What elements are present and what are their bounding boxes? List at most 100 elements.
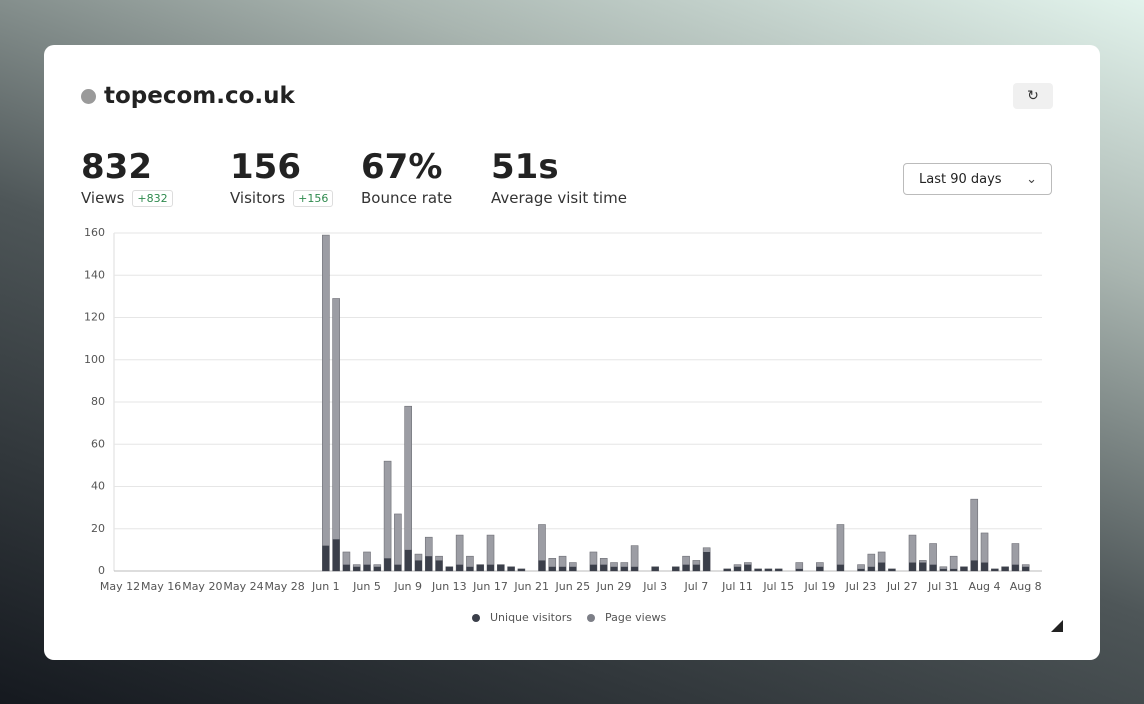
stat: 51s Average visit time (491, 147, 627, 207)
range-text: Last 90 days (919, 172, 1002, 187)
site-title: topecom.co.uk (81, 83, 295, 109)
bar (487, 564, 495, 571)
y-tick-label: 120 (84, 311, 105, 324)
chevron: ⌄ (1026, 172, 1037, 187)
bar (672, 566, 680, 571)
site-icon (81, 88, 96, 104)
bar (919, 562, 927, 571)
stat-change: +156 (293, 189, 334, 207)
x-tick-label: May 24 (223, 580, 263, 593)
bar (569, 566, 577, 571)
stat: 156 Visitors +156 (230, 147, 334, 207)
stat-label: Average visit time (491, 189, 627, 207)
bar (939, 568, 947, 571)
bar (353, 566, 361, 571)
x-tick-label: Jul 11 (721, 580, 753, 593)
x-tick-label: Jun 21 (513, 580, 549, 593)
resize-handle (1051, 620, 1063, 632)
bar (497, 564, 505, 571)
bar (445, 566, 453, 571)
bar (836, 564, 844, 571)
bar (476, 564, 484, 571)
x-tick-label: May 12 (100, 580, 140, 593)
bar (332, 539, 340, 571)
bar (991, 568, 999, 571)
bar (795, 568, 803, 571)
stat-label-row: Average visit time (491, 189, 627, 207)
bar (1022, 566, 1030, 571)
x-tick-label: Aug 4 (969, 580, 1001, 593)
bar (949, 555, 958, 572)
bar (816, 566, 824, 571)
y-tick-label: 100 (84, 353, 105, 366)
bar (538, 560, 546, 571)
bar (466, 566, 474, 571)
bar (384, 558, 392, 571)
bar (929, 564, 937, 571)
bar (888, 568, 896, 571)
bar (908, 562, 916, 571)
legend-swatch (472, 614, 480, 622)
bar (589, 564, 597, 571)
stat-value: 832 (81, 147, 152, 187)
bar (744, 564, 752, 571)
bar (734, 566, 742, 571)
bar (404, 549, 412, 571)
x-tick-label: Jul 19 (803, 580, 835, 593)
x-tick-label: Jul 7 (683, 580, 708, 593)
y-tick-label: 140 (84, 268, 105, 281)
bar (610, 566, 618, 571)
stat-label-row: Visitors +156 (230, 189, 334, 207)
bar (723, 568, 731, 571)
legend-swatch (587, 614, 595, 622)
x-tick-label: May 20 (182, 580, 222, 593)
bar (456, 564, 464, 571)
bar (322, 545, 330, 571)
bar (970, 560, 978, 571)
bar (373, 566, 381, 571)
bar (548, 566, 556, 571)
stat-value: 156 (230, 147, 301, 187)
bar (981, 562, 989, 571)
bar (631, 566, 639, 571)
y-tick-label: 80 (91, 395, 105, 408)
x-tick-label: Jun 13 (431, 580, 467, 593)
bar (404, 405, 412, 572)
bar (1011, 564, 1019, 571)
bar (867, 566, 875, 571)
bar (394, 564, 402, 571)
stat-value: 67% (361, 147, 443, 187)
bar (754, 568, 762, 571)
legend-label: Unique visitors (490, 611, 572, 624)
x-tick-label: Jul 15 (762, 580, 794, 593)
x-tick-label: May 28 (265, 580, 305, 593)
bar (651, 566, 659, 571)
bar (960, 566, 968, 571)
stat: 67% Bounce rate (361, 147, 452, 207)
y-tick-label: 40 (91, 480, 105, 493)
refresh-button[interactable]: ↻ (1013, 83, 1053, 109)
bar (775, 568, 783, 571)
x-tick-label: Jul 23 (845, 580, 877, 593)
x-tick-label: Jun 25 (555, 580, 591, 593)
bar (600, 564, 608, 571)
x-tick-label: Jul 31 (927, 580, 959, 593)
bar (322, 234, 330, 572)
bar (394, 513, 402, 572)
x-tick-label: May 16 (141, 580, 181, 593)
bar (425, 556, 433, 571)
stat-label: Bounce rate (361, 189, 453, 207)
x-tick-label: Jul 27 (886, 580, 918, 593)
x-tick-label: Jun 17 (472, 580, 508, 593)
bar (692, 564, 700, 571)
bar (950, 568, 958, 571)
bar (363, 564, 371, 571)
bar (332, 298, 340, 572)
bar (878, 562, 886, 571)
x-tick-label: Jun 9 (393, 580, 422, 593)
range-select[interactable]: Last 90 days ⌄ (903, 163, 1052, 195)
stat-label: Views (81, 189, 125, 207)
bar (435, 560, 443, 571)
